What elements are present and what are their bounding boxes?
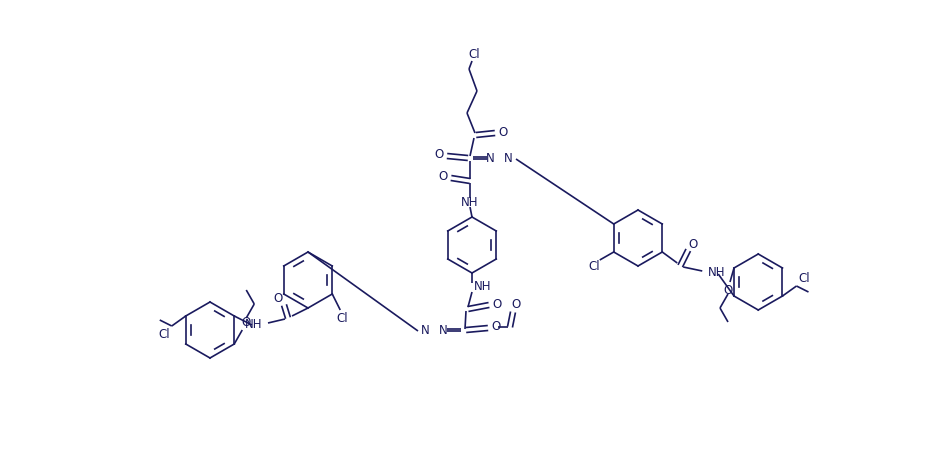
Text: N: N [420, 324, 429, 337]
Text: N: N [438, 324, 447, 337]
Text: O: O [493, 298, 501, 310]
Text: O: O [242, 316, 251, 328]
Text: Cl: Cl [337, 311, 348, 325]
Text: N: N [504, 151, 513, 165]
Text: O: O [498, 127, 508, 139]
Text: O: O [492, 319, 500, 333]
Text: NH: NH [244, 317, 262, 330]
Text: O: O [438, 169, 448, 182]
Text: Cl: Cl [799, 271, 810, 285]
Text: O: O [689, 238, 698, 251]
Text: Cl: Cl [588, 259, 599, 272]
Text: Cl: Cl [468, 48, 480, 60]
Text: N: N [486, 151, 495, 165]
Text: NH: NH [461, 197, 478, 209]
Text: Cl: Cl [158, 327, 169, 340]
Text: NH: NH [708, 266, 726, 278]
Text: O: O [724, 284, 732, 297]
Text: O: O [435, 148, 443, 160]
Text: NH: NH [474, 280, 492, 294]
Text: O: O [273, 291, 282, 305]
Text: O: O [512, 298, 520, 310]
